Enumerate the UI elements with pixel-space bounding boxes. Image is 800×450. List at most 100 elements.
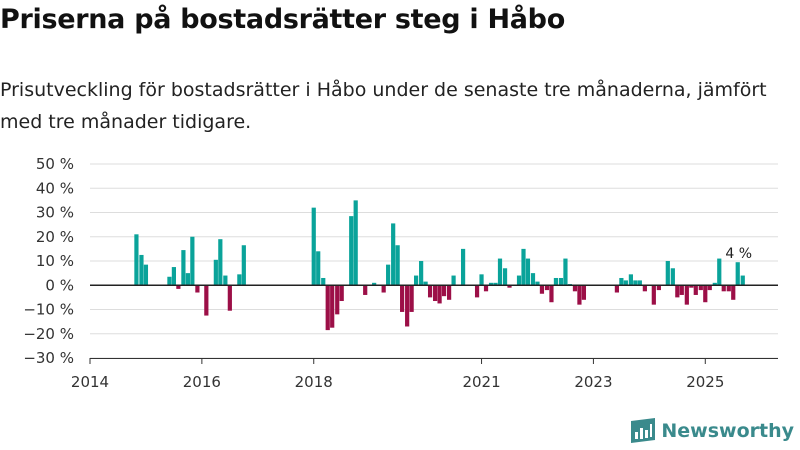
y-tick-label: −20 % xyxy=(23,325,74,343)
bar-negative xyxy=(675,285,680,298)
bar-negative xyxy=(684,285,689,305)
bar-positive xyxy=(181,250,186,286)
bar-positive xyxy=(139,254,144,286)
bar-positive xyxy=(321,277,326,286)
bars xyxy=(134,200,745,331)
bar-positive xyxy=(712,282,717,286)
bar-positive xyxy=(237,274,242,286)
bar-positive xyxy=(516,275,522,286)
bar-negative xyxy=(731,285,736,300)
bar-negative xyxy=(539,285,545,294)
bar-negative xyxy=(651,285,656,305)
bar-positive xyxy=(619,277,624,286)
bar-negative xyxy=(441,285,447,297)
bar-positive xyxy=(633,280,638,286)
bar-positive xyxy=(218,239,223,286)
bar-positive xyxy=(563,258,568,286)
newsworthy-logo[interactable]: Newsworthy xyxy=(631,418,794,444)
bar-positive xyxy=(637,280,642,286)
bar-positive xyxy=(460,248,466,286)
bar-negative xyxy=(693,285,698,295)
bar-positive xyxy=(223,275,228,286)
bar-positive xyxy=(623,280,628,286)
brand-name: Newsworthy xyxy=(661,420,794,442)
bar-negative xyxy=(577,285,582,305)
latest-value-label: 4 % xyxy=(725,246,752,262)
bar-negative xyxy=(433,285,438,302)
bar-positive xyxy=(530,273,536,286)
bar-negative xyxy=(227,285,232,311)
bar-positive xyxy=(311,207,316,286)
bar-negative xyxy=(703,285,708,303)
bar-negative xyxy=(689,285,694,288)
bar-negative xyxy=(721,285,726,292)
y-tick-label: 40 % xyxy=(36,179,74,197)
bar-negative xyxy=(381,285,386,293)
bar-positive xyxy=(735,262,740,286)
bar-positive xyxy=(740,275,745,286)
bar-positive xyxy=(190,236,195,286)
bar-positive xyxy=(395,245,400,286)
bar-positive xyxy=(502,268,508,286)
x-tick-label: 2018 xyxy=(295,373,333,391)
bar-positive xyxy=(134,234,139,286)
bar-positive xyxy=(521,248,526,286)
bar-negative xyxy=(474,285,480,298)
chart-title: Priserna på bostadsrätter steg i Håbo xyxy=(0,4,565,35)
newsworthy-chart-icon xyxy=(631,418,656,443)
y-tick-label: 50 % xyxy=(36,155,74,173)
bar-negative xyxy=(405,285,410,327)
y-tick-label: 20 % xyxy=(36,228,74,246)
bar-negative xyxy=(614,285,620,293)
y-tick-label: −30 % xyxy=(23,349,74,367)
bar-negative xyxy=(707,285,712,291)
bar-positive xyxy=(171,267,176,286)
bar-negative xyxy=(726,285,731,292)
bar-negative xyxy=(437,285,442,304)
bar-positive xyxy=(353,200,358,286)
bar-positive xyxy=(493,282,498,286)
x-tick-label: 2025 xyxy=(686,373,724,391)
bar-positive xyxy=(665,261,670,286)
bar-negative xyxy=(642,285,647,292)
bar-positive xyxy=(213,259,218,286)
bar-negative xyxy=(507,285,512,288)
bar-positive xyxy=(391,223,396,286)
bar-negative xyxy=(679,285,684,295)
bar-positive xyxy=(372,282,377,286)
x-tick-label: 2021 xyxy=(462,373,500,391)
bar-negative xyxy=(581,285,587,300)
y-tick-label: 10 % xyxy=(36,252,74,270)
x-tick-label: 2014 xyxy=(71,373,109,391)
bar-positive xyxy=(423,281,428,286)
bar-negative xyxy=(335,285,340,315)
bar-negative xyxy=(204,285,209,316)
bar-negative xyxy=(572,285,578,292)
bar-positive xyxy=(143,264,149,286)
bar-negative xyxy=(400,285,405,312)
bar-positive xyxy=(414,275,419,286)
bar-positive xyxy=(558,277,564,286)
bar-positive xyxy=(451,275,456,286)
y-tick-label: −10 % xyxy=(23,301,74,319)
bar-positive xyxy=(525,258,531,286)
bar-positive xyxy=(349,216,354,286)
bar-positive xyxy=(535,281,540,286)
bar-positive xyxy=(185,273,190,286)
chart-subtitle: Prisutveckling för bostadsrätter i Håbo … xyxy=(0,79,767,133)
bar-negative xyxy=(409,285,414,312)
bar-negative xyxy=(176,285,181,289)
bar-negative xyxy=(549,285,554,303)
y-tick-label: 0 % xyxy=(45,276,74,294)
y-tick-label: 30 % xyxy=(36,204,74,222)
bar-positive xyxy=(553,277,559,286)
bar-positive xyxy=(479,274,484,286)
x-tick-label: 2016 xyxy=(183,373,221,391)
bar-positive xyxy=(316,251,321,286)
bar-negative xyxy=(483,285,489,292)
bar-positive xyxy=(628,274,633,286)
x-tick-label: 2023 xyxy=(574,373,612,391)
bar-negative xyxy=(656,285,661,291)
bar-negative xyxy=(363,285,368,295)
